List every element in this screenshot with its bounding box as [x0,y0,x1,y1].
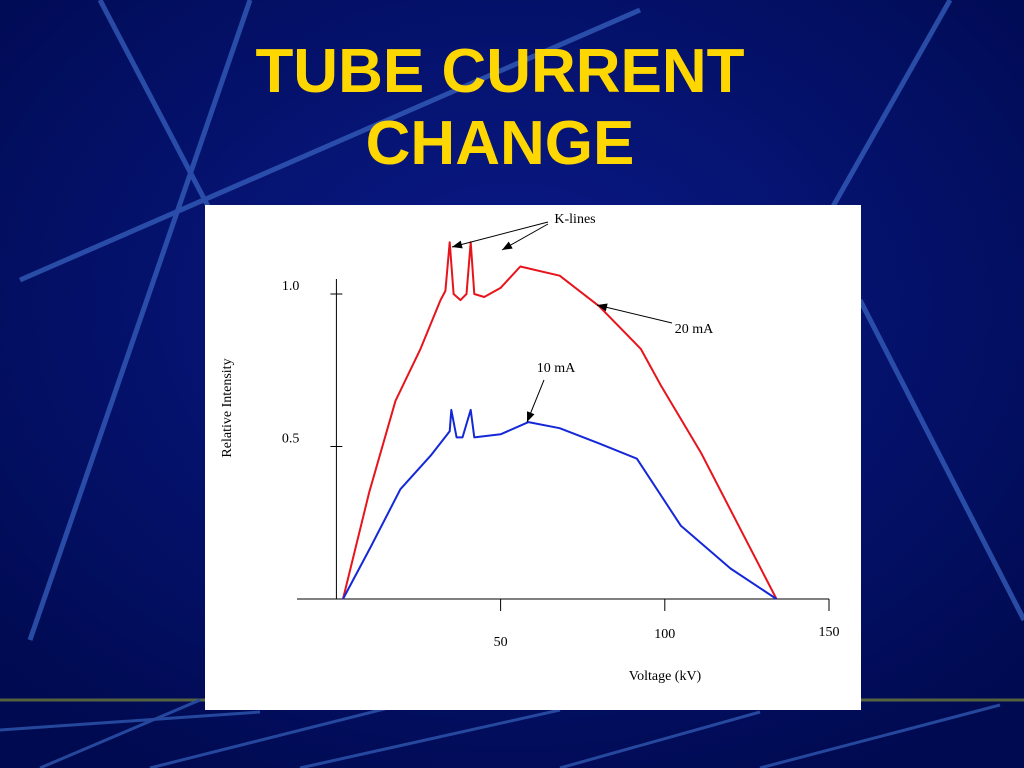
arrow-head [527,411,535,422]
slide-title: TUBE CURRENT CHANGE [255,37,745,178]
arrow-head [597,303,608,312]
line-series [342,241,778,600]
x-tick-label: 150 [819,625,840,640]
chart-panel [205,205,861,710]
line-series [342,408,778,600]
arrow-head [452,240,463,249]
annotation-arrow [596,304,673,324]
x-tick-label: 50 [494,635,508,650]
y-axis-label: Relative Intensity [220,358,235,457]
y-tick-label: 1.0 [282,279,300,294]
x-axis-label: Voltage (kV) [629,669,702,684]
annotation: K-lines [554,212,595,227]
y-tick-label: 0.5 [282,432,300,447]
series-label: 10 mA [537,361,576,376]
annotation-arrow [451,221,549,248]
series-label: 20 mA [675,322,714,337]
x-tick-label: 100 [654,627,675,642]
arrow-head [502,241,513,250]
